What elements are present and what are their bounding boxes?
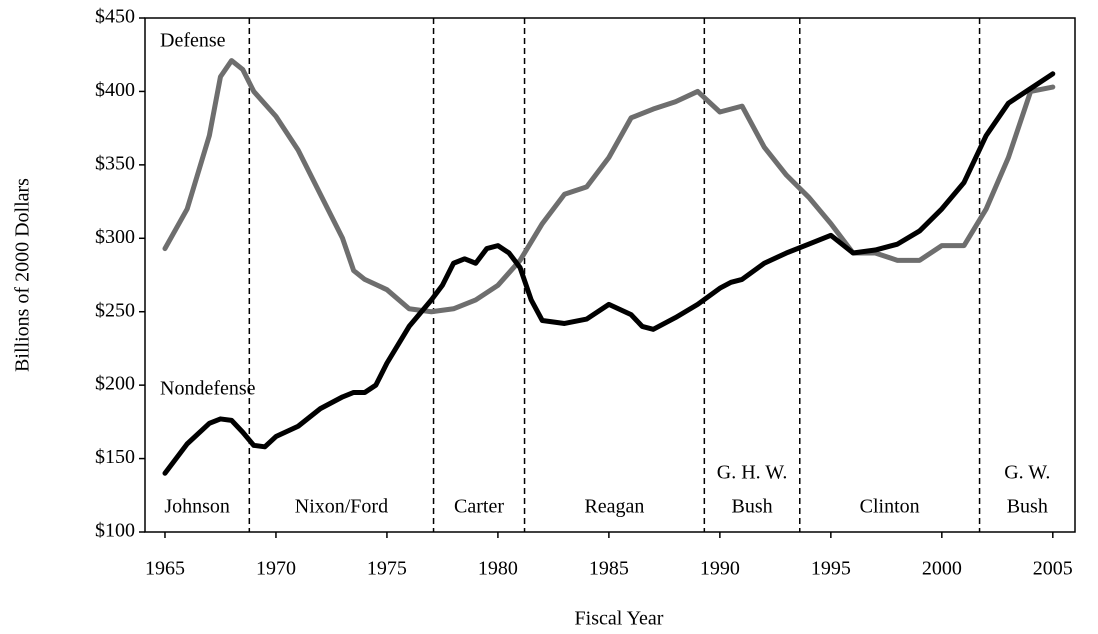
x-tick-label: 1980 xyxy=(478,558,518,580)
y-tick-label: $100 xyxy=(95,520,135,542)
x-axis-label: Fiscal Year xyxy=(575,608,664,630)
y-tick-label: $400 xyxy=(95,79,135,101)
president-label: Bush xyxy=(731,496,772,518)
x-tick-label: 1965 xyxy=(145,558,185,580)
president-label: Bush xyxy=(1007,496,1048,518)
x-tick-label: 1985 xyxy=(589,558,629,580)
y-tick-label: $150 xyxy=(95,446,135,468)
president-label: Clinton xyxy=(860,496,920,518)
y-tick-label: $450 xyxy=(95,6,135,28)
x-tick-label: 1970 xyxy=(256,558,296,580)
y-tick-label: $350 xyxy=(95,152,135,174)
plot-frame xyxy=(144,17,1076,533)
x-tick-label: 1995 xyxy=(811,558,851,580)
series-label: Defense xyxy=(160,30,226,52)
x-tick-label: 2000 xyxy=(922,558,962,580)
president-label: Johnson xyxy=(164,496,230,518)
x-tick-label: 1975 xyxy=(367,558,407,580)
x-tick-label: 2005 xyxy=(1033,558,1073,580)
y-tick-label: $250 xyxy=(95,299,135,321)
president-label: Carter xyxy=(454,496,504,518)
president-label: Nixon/Ford xyxy=(295,496,388,518)
y-axis-label: Billions of 2000 Dollars xyxy=(12,178,34,372)
data-line xyxy=(162,58,1056,315)
president-label: G. W. xyxy=(1004,462,1050,484)
series-label: Nondefense xyxy=(160,378,256,400)
president-label: G. H. W. xyxy=(717,462,788,484)
y-tick-label: $200 xyxy=(95,373,135,395)
data-line xyxy=(162,71,1056,476)
president-label: Reagan xyxy=(584,496,644,518)
y-tick-label: $300 xyxy=(95,226,135,248)
x-tick-label: 1990 xyxy=(700,558,740,580)
